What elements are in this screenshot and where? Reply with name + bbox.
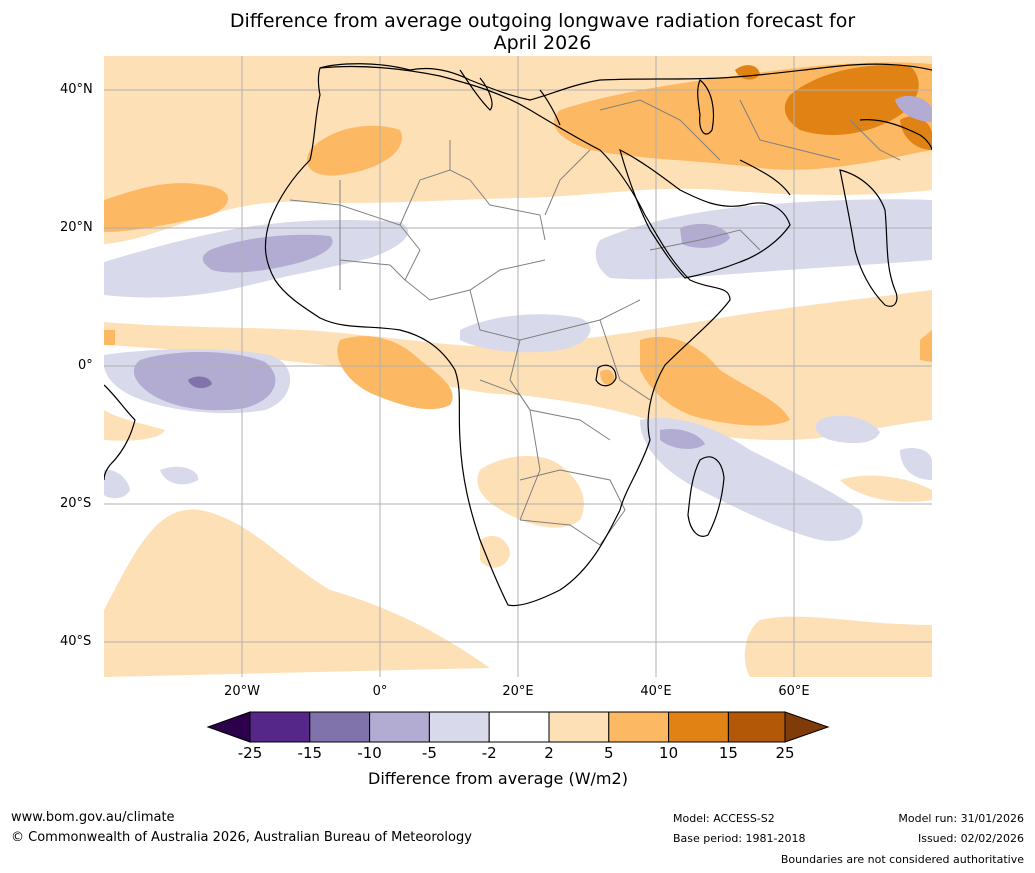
colorbar-label: Difference from average (W/m2) bbox=[368, 769, 628, 788]
colorbar-segment-10-15 bbox=[668, 711, 729, 743]
footer-base-period: Base period: 1981-2018 bbox=[673, 832, 806, 845]
lat-label-40n: 40°N bbox=[60, 82, 93, 97]
map-title: Difference from average outgoing longwav… bbox=[0, 10, 1035, 54]
map-gridlines bbox=[104, 56, 932, 677]
footer-model-run: Model run: 31/01/2026 bbox=[898, 812, 1024, 825]
colorbar-segment-minus25-minus15 bbox=[249, 711, 311, 743]
lon-label-40e: 40°E bbox=[640, 684, 672, 699]
colorbar-tick: 25 bbox=[775, 744, 795, 762]
colorbar-segment-15-25 bbox=[727, 711, 786, 743]
colorbar-extend-low bbox=[206, 711, 251, 743]
colorbar-segment-5-10 bbox=[608, 711, 670, 743]
footer-issued: Issued: 02/02/2026 bbox=[917, 832, 1024, 845]
footer-model: Model: ACCESS-S2 bbox=[673, 812, 775, 825]
footer-disclaimer: Boundaries are not considered authoritat… bbox=[780, 853, 1024, 866]
colorbar-tick: -2 bbox=[481, 744, 497, 762]
footer-website: www.bom.gov.au/climate bbox=[11, 810, 175, 825]
colorbar-tick: -10 bbox=[357, 744, 382, 762]
lat-label-20n: 20°N bbox=[60, 220, 93, 235]
lat-label-20s: 20°S bbox=[60, 496, 92, 511]
colorbar-segment-minus15-minus10 bbox=[309, 711, 371, 743]
title-line-2: April 2026 bbox=[493, 32, 592, 54]
colorbar-tick: -25 bbox=[237, 744, 263, 762]
colorbar-tick: 15 bbox=[718, 744, 738, 762]
lon-label-20e: 20°E bbox=[502, 684, 534, 699]
lat-label-40s: 40°S bbox=[60, 634, 92, 649]
lon-label-60e: 60°E bbox=[778, 684, 810, 699]
country-boundaries bbox=[289, 99, 901, 546]
colorbar-extend-high bbox=[784, 711, 830, 743]
colorbar-tick: -15 bbox=[297, 744, 323, 762]
colorbar-segment-minus2-2 bbox=[488, 711, 550, 743]
title-line-1: Difference from average outgoing longwav… bbox=[229, 10, 856, 32]
colorbar-segment-2-5 bbox=[548, 711, 610, 743]
colorbar bbox=[206, 711, 830, 743]
footer-copyright: © Commonwealth of Australia 2026, Austra… bbox=[11, 830, 472, 845]
colorbar-segment-minus10-minus5 bbox=[369, 711, 430, 743]
colorbar-tick: 2 bbox=[544, 744, 554, 762]
colorbar-tick: 5 bbox=[604, 744, 614, 762]
anomaly-minus15-to-minus10-regions bbox=[188, 376, 212, 389]
map-area bbox=[104, 56, 932, 677]
colorbar-tick: -5 bbox=[421, 744, 437, 762]
colorbar-tick: 10 bbox=[659, 744, 679, 762]
lon-label-0: 0° bbox=[372, 684, 388, 699]
lat-label-0: 0° bbox=[78, 358, 93, 373]
coastlines bbox=[104, 63, 932, 607]
colorbar-segment-minus5-minus2 bbox=[428, 711, 490, 743]
lon-label-20w: 20°W bbox=[224, 684, 260, 699]
